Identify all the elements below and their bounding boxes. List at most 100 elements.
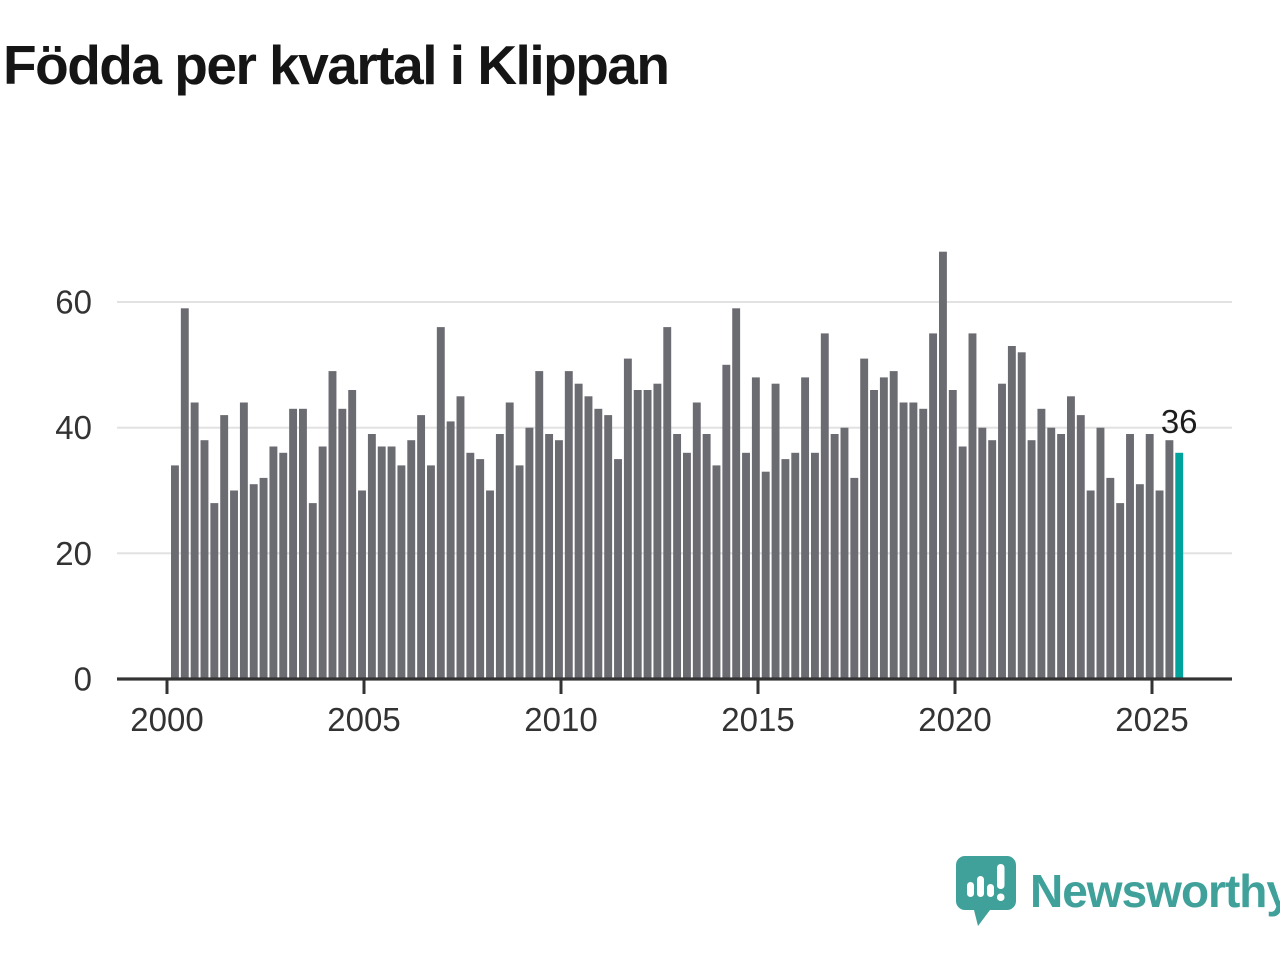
x-tick-label-2020: 2020 (918, 701, 991, 738)
bar-2016-Q2 (810, 452, 819, 679)
bar-2022-Q4 (1066, 396, 1075, 679)
bar-2004-Q2 (338, 408, 347, 679)
bar-2001-Q3 (230, 490, 238, 679)
bar-2019-Q1 (919, 408, 928, 679)
bar-2019-Q4 (948, 390, 957, 679)
bar-2013-Q2 (692, 402, 701, 679)
mini-bar-1 (967, 882, 974, 897)
bar-2020-Q2 (968, 333, 977, 679)
bar-2024-Q2 (1126, 434, 1134, 679)
x-tick-2020 (953, 680, 957, 694)
bar-2006-Q1 (407, 440, 416, 679)
bar-2012-Q2 (653, 383, 662, 679)
bar-2004-Q1 (328, 371, 337, 679)
bar-2018-Q3 (899, 402, 908, 679)
bar-2018-Q4 (909, 402, 918, 679)
x-tick-label-2010: 2010 (524, 701, 597, 738)
y-tick-label-20: 20 (55, 535, 92, 572)
bar-2000-Q2 (180, 308, 189, 679)
bar-2010-Q2 (574, 383, 583, 679)
bar-2003-Q4 (318, 446, 327, 679)
bar-2001-Q1 (210, 503, 219, 679)
exclamation-dot (997, 893, 1005, 901)
x-tick-label-2015: 2015 (721, 701, 794, 738)
bar-2002-Q2 (259, 477, 268, 679)
bar-2012-Q1 (643, 390, 652, 679)
bar-2023-Q3 (1096, 427, 1105, 679)
y-tick-label-60: 60 (55, 284, 92, 321)
bar-2013-Q3 (702, 434, 711, 679)
bar-2024-Q4 (1145, 434, 1154, 679)
newsworthy-brand-name: Newsworthy (1030, 865, 1280, 917)
bar-2016-Q4 (830, 434, 839, 679)
bar-2019-Q3 (938, 251, 947, 679)
mini-bar-2 (977, 876, 984, 897)
x-axis-line (117, 677, 1232, 681)
bar-2013-Q4 (712, 465, 721, 679)
bar-2017-Q2 (850, 477, 859, 679)
bar-2001-Q4 (239, 402, 248, 679)
bar-2000-Q1 (171, 465, 179, 679)
bar-2018-Q1 (879, 377, 888, 679)
bar-2008-Q2 (495, 434, 504, 679)
bar-2017-Q4 (870, 390, 878, 679)
x-tick-label-2005: 2005 (327, 701, 400, 738)
bar-2009-Q2 (535, 371, 544, 679)
chart-title: Födda per kvartal i Klippan (3, 34, 670, 96)
bar-2000-Q3 (190, 402, 199, 679)
bar-2015-Q1 (761, 471, 770, 679)
highlight-value-label: 36 (1161, 403, 1198, 440)
bar-2008-Q4 (515, 465, 524, 679)
bar-2002-Q3 (269, 446, 278, 679)
x-tick-label-2025: 2025 (1115, 701, 1188, 738)
bar-2002-Q4 (279, 452, 288, 679)
bar-2007-Q4 (476, 459, 485, 679)
bar-2014-Q4 (751, 377, 760, 679)
bar-2020-Q3 (978, 427, 987, 679)
bar-2009-Q4 (554, 440, 563, 679)
newsworthy-logo-icon (956, 856, 1016, 926)
bar-2017-Q1 (840, 427, 849, 679)
x-tick-2015 (756, 680, 760, 694)
bar-2025-Q3 (1175, 452, 1184, 679)
gridline-40 (117, 426, 1232, 429)
bar-2011-Q1 (604, 415, 613, 679)
bar-2014-Q3 (742, 452, 750, 679)
bar-2011-Q2 (614, 459, 622, 679)
bar-2010-Q4 (594, 408, 603, 679)
bar-2025-Q1 (1155, 490, 1164, 679)
bar-2022-Q3 (1057, 434, 1066, 679)
bar-2000-Q4 (200, 440, 209, 679)
bar-2007-Q1 (446, 421, 455, 679)
bar-2021-Q1 (998, 383, 1006, 679)
x-tick-2005 (362, 680, 366, 694)
bar-2008-Q3 (505, 402, 514, 679)
bar-2011-Q4 (633, 390, 642, 679)
bar-2019-Q2 (929, 333, 938, 679)
bar-2006-Q2 (417, 415, 426, 679)
bar-2006-Q3 (427, 465, 435, 679)
y-tick-label-0: 0 (74, 661, 92, 698)
bar-2012-Q3 (663, 327, 672, 679)
bar-2016-Q3 (820, 333, 829, 679)
bar-2023-Q1 (1076, 415, 1085, 679)
bar-2004-Q3 (348, 390, 357, 679)
bar-2023-Q2 (1086, 490, 1095, 679)
speech-bubble-shape (956, 856, 1016, 926)
bar-2021-Q3 (1017, 352, 1026, 679)
bar-2005-Q1 (367, 434, 376, 679)
bar-2002-Q1 (249, 484, 258, 679)
bar-2014-Q1 (722, 364, 731, 679)
x-tick-2025 (1150, 680, 1154, 694)
bar-2020-Q4 (988, 440, 997, 679)
bar-2017-Q3 (860, 358, 869, 679)
bar-2009-Q3 (545, 434, 554, 679)
bar-2003-Q2 (299, 408, 307, 679)
bar-2001-Q2 (220, 415, 229, 679)
bar-2015-Q3 (781, 459, 790, 679)
x-tick-2000 (165, 680, 169, 694)
bar-2009-Q1 (525, 427, 534, 679)
bar-2010-Q3 (584, 396, 593, 679)
